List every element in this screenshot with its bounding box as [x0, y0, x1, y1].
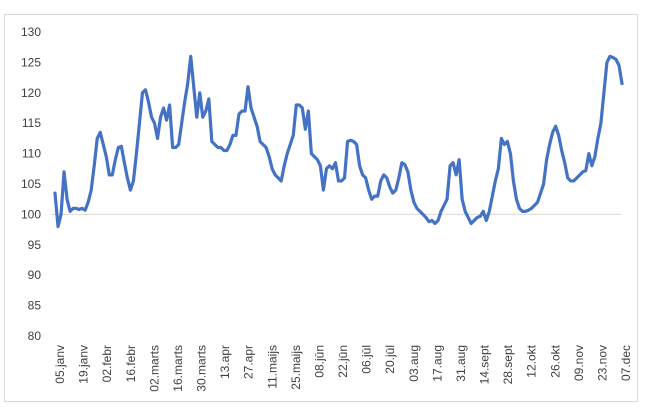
- x-tick-label: 16.marts: [171, 345, 185, 392]
- x-axis: 05.janv 19.janv 02.febr 16.febr 02.marts 16.m…: [53, 344, 633, 391]
- x-tick-label: 30.marts: [195, 345, 209, 392]
- chart-frame: 80 85 90 95 100 105 110 115 120 125 130 05.janv 19.…: [4, 14, 638, 402]
- x-tick-label: 09.nov: [572, 345, 586, 381]
- x-tick-label: 02.febr: [100, 345, 114, 382]
- x-tick-label: 03.aug: [407, 345, 421, 382]
- line-chart: 80 85 90 95 100 105 110 115 120 125 130 05.janv 19.…: [21, 25, 633, 392]
- x-tick-label: 07.dec: [619, 345, 633, 381]
- y-tick-label: 125: [21, 55, 41, 69]
- y-tick-label: 115: [22, 116, 41, 130]
- y-tick-label: 85: [28, 299, 42, 313]
- y-tick-label: 120: [21, 86, 41, 100]
- x-tick-label: 19.janv: [77, 345, 91, 384]
- x-tick-label: 17.aug: [430, 345, 444, 382]
- x-tick-label: 16.febr: [124, 345, 138, 382]
- x-tick-label: 05.janv: [53, 345, 67, 384]
- y-tick-label: 95: [28, 238, 42, 252]
- y-tick-label: 105: [21, 177, 41, 191]
- y-tick-label: 80: [28, 329, 42, 343]
- x-tick-label: 20.jūl: [383, 345, 397, 374]
- x-tick-label: 06.jūl: [360, 345, 374, 374]
- x-tick-label: 27.apr: [242, 345, 256, 379]
- x-tick-label: 12.okt: [525, 344, 539, 377]
- x-tick-label: 14.sept: [478, 344, 492, 384]
- y-tick-label: 130: [21, 25, 41, 39]
- y-tick-label: 90: [28, 268, 42, 282]
- x-tick-label: 26.okt: [548, 344, 562, 377]
- x-tick-label: 08.jūn: [312, 345, 326, 378]
- x-tick-label: 28.sept: [501, 344, 515, 384]
- y-axis: 80 85 90 95 100 105 110 115 120 125 130: [21, 25, 41, 343]
- x-tick-label: 25.maijs: [289, 345, 303, 390]
- x-tick-label: 23.nov: [595, 345, 609, 381]
- y-tick-label: 110: [22, 147, 41, 161]
- x-tick-label: 13.apr: [218, 345, 232, 379]
- x-tick-label: 22.jūn: [336, 345, 350, 378]
- y-tick-label: 100: [21, 207, 41, 221]
- x-tick-label: 02.marts: [147, 345, 161, 392]
- series-line: [53, 54, 624, 229]
- x-tick-label: 31.aug: [454, 345, 468, 382]
- x-tick-label: 11.maijs: [265, 345, 279, 389]
